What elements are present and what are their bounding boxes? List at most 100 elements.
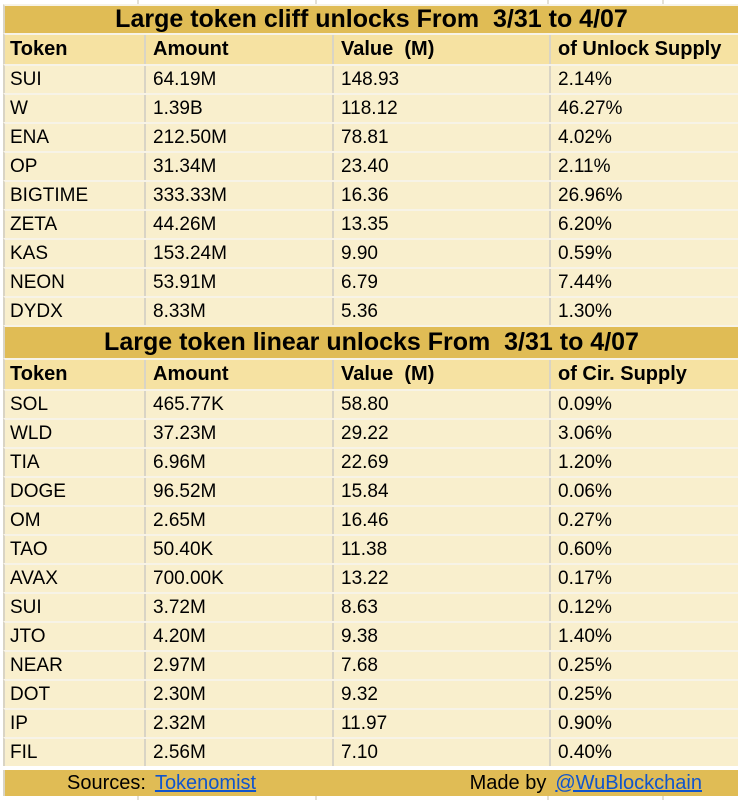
gridline — [662, 796, 664, 800]
cell-token: JTO — [10, 625, 46, 647]
cell-value: 9.38 — [332, 623, 549, 650]
column-header-cir-supply: of Cir. Supply — [549, 360, 738, 389]
footer-bar: Sources: Tokenomist Made by @WuBlockchai… — [3, 770, 738, 796]
cell-value: 13.22 — [332, 565, 549, 592]
credit-group: Made by @WuBlockchain — [470, 772, 702, 795]
cell-supply: 0.09% — [549, 391, 738, 418]
table-row: ENA 212.50M 78.81 4.02% — [3, 122, 738, 151]
cell-token: FIL — [10, 741, 38, 763]
table-row: W 1.39B 118.12 46.27% — [3, 93, 738, 122]
cell-value: 8.63 — [332, 594, 549, 621]
cell-token: ENA — [10, 126, 50, 148]
cell-supply: 0.60% — [549, 536, 738, 563]
cell-supply: 0.06% — [549, 478, 738, 505]
cell-supply: 4.02% — [549, 124, 738, 151]
cell-token: DOT — [10, 683, 51, 705]
gridline — [137, 0, 139, 4]
made-by-label: Made by — [469, 771, 547, 794]
cell-token: BIGTIME — [10, 184, 89, 206]
cell-amount: 2.30M — [144, 681, 332, 708]
cell-value: 11.38 — [332, 536, 549, 563]
cell-token: W — [10, 97, 28, 119]
sheet-top-strip — [0, 0, 738, 4]
column-header-amount: Amount — [144, 360, 332, 389]
table-row: SOL 465.77K 58.80 0.09% — [3, 389, 738, 418]
cell-token: NEON — [10, 271, 65, 293]
cell-amount: 53.91M — [144, 269, 332, 296]
cell-value: 118.12 — [332, 95, 549, 122]
cell-value: 23.40 — [332, 153, 549, 180]
table-row: DOGE 96.52M 15.84 0.06% — [3, 476, 738, 505]
cell-supply: 2.14% — [549, 66, 738, 93]
wublockchain-link[interactable]: @WuBlockchain — [555, 771, 702, 794]
table-row: BIGTIME 333.33M 16.36 26.96% — [3, 180, 738, 209]
table-row: KAS 153.24M 9.90 0.59% — [3, 238, 738, 267]
table-row: FIL 2.56M 7.10 0.40% — [3, 737, 738, 766]
cell-amount: 96.52M — [144, 478, 332, 505]
cell-value: 11.97 — [332, 710, 549, 737]
cell-supply: 1.20% — [549, 449, 738, 476]
cell-amount: 333.33M — [144, 182, 332, 209]
cell-amount: 2.32M — [144, 710, 332, 737]
cell-supply: 0.59% — [549, 240, 738, 267]
cell-token: KAS — [10, 242, 49, 264]
cell-supply: 1.30% — [549, 298, 738, 325]
table-row: SUI 64.19M 148.93 2.14% — [3, 64, 738, 93]
gridline — [315, 796, 317, 800]
table-row: DOT 2.30M 9.32 0.25% — [3, 679, 738, 708]
cell-value: 6.79 — [332, 269, 549, 296]
cell-token: TIA — [10, 451, 40, 473]
cell-amount: 31.34M — [144, 153, 332, 180]
cell-value: 7.68 — [332, 652, 549, 679]
cell-value: 9.90 — [332, 240, 549, 267]
cell-token: AVAX — [10, 567, 58, 589]
column-header-token: Token — [10, 363, 68, 385]
cell-supply: 3.06% — [549, 420, 738, 447]
linear-header-row: Token Amount Value (M) of Cir. Supply — [3, 358, 738, 389]
sources-group: Sources: Tokenomist — [67, 772, 256, 795]
cell-value: 15.84 — [332, 478, 549, 505]
cell-token: ZETA — [10, 213, 58, 235]
cell-amount: 8.33M — [144, 298, 332, 325]
cell-supply: 7.44% — [549, 269, 738, 296]
sheet-bottom-strip — [0, 796, 738, 800]
cell-supply: 0.25% — [549, 652, 738, 679]
gridline — [547, 796, 549, 800]
cell-token: IP — [10, 712, 28, 734]
cell-token: WLD — [10, 422, 53, 444]
cell-supply: 0.17% — [549, 565, 738, 592]
table-row: WLD 37.23M 29.22 3.06% — [3, 418, 738, 447]
cell-amount: 2.97M — [144, 652, 332, 679]
cell-token: SUI — [10, 596, 42, 618]
cell-token: OM — [10, 509, 41, 531]
cell-token: TAO — [10, 538, 48, 560]
table-row: IP 2.32M 11.97 0.90% — [3, 708, 738, 737]
cell-amount: 700.00K — [144, 565, 332, 592]
sources-label: Sources: — [67, 771, 146, 794]
table-row: SUI 3.72M 8.63 0.12% — [3, 592, 738, 621]
table-row: ZETA 44.26M 13.35 6.20% — [3, 209, 738, 238]
cell-value: 7.10 — [332, 739, 549, 766]
column-header-value: Value (M) — [332, 360, 549, 389]
cell-token: NEAR — [10, 654, 63, 676]
tokenomist-link[interactable]: Tokenomist — [154, 771, 257, 794]
cell-value: 16.36 — [332, 182, 549, 209]
table-row: NEON 53.91M 6.79 7.44% — [3, 267, 738, 296]
gridline — [315, 0, 317, 4]
cell-supply: 6.20% — [549, 211, 738, 238]
cell-supply: 1.40% — [549, 623, 738, 650]
cell-amount: 4.20M — [144, 623, 332, 650]
table-row: AVAX 700.00K 13.22 0.17% — [3, 563, 738, 592]
column-header-unlock-supply: of Unlock Supply — [549, 35, 738, 64]
cell-supply: 0.12% — [549, 594, 738, 621]
cell-value: 78.81 — [332, 124, 549, 151]
table-row: TIA 6.96M 22.69 1.20% — [3, 447, 738, 476]
linear-table-body: SOL 465.77K 58.80 0.09% WLD 37.23M 29.22 3.06% T… — [0, 389, 738, 766]
cliff-header-row: Token Amount Value (M) of Unlock Supply — [3, 33, 738, 64]
table-row: DYDX 8.33M 5.36 1.30% — [3, 296, 738, 325]
table-row: OM 2.65M 16.46 0.27% — [3, 505, 738, 534]
cell-supply: 0.25% — [549, 681, 738, 708]
cell-supply: 0.90% — [549, 710, 738, 737]
column-header-amount: Amount — [144, 35, 332, 64]
